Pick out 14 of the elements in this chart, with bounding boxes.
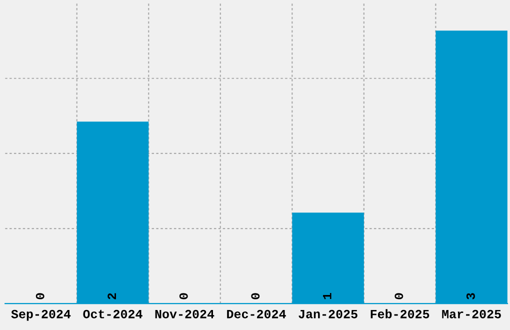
x-tick-label: Dec-2024 <box>227 310 286 318</box>
x-tick-label: Jan-2025 <box>298 310 358 318</box>
data-label: 0 <box>251 293 260 300</box>
x-tick-label: Nov-2024 <box>155 310 214 318</box>
x-tick-label: Feb-2025 <box>370 309 430 318</box>
x-tick-label: Mar-2025 <box>442 310 501 318</box>
x-tick-label: Oct-2024 <box>83 310 142 318</box>
data-label: 1 <box>323 292 332 300</box>
x-tick-label: Sep-2024 <box>11 310 71 321</box>
data-label: 0 <box>394 293 404 300</box>
data-label: 0 <box>36 293 44 300</box>
data-label: 0 <box>179 293 188 300</box>
data-label: 2 <box>108 293 116 300</box>
data-label: 3 <box>466 293 475 300</box>
